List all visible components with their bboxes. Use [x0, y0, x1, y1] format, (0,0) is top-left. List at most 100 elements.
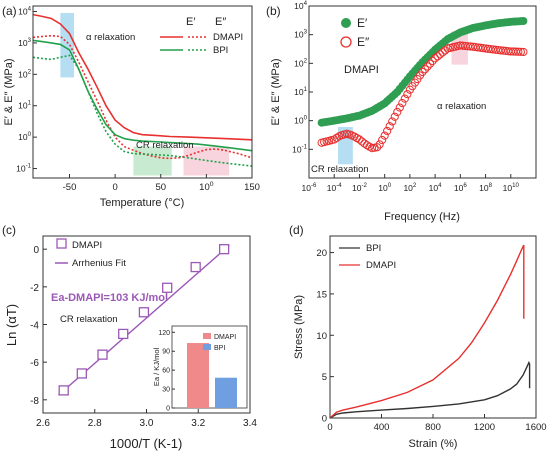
- point-loss: [400, 94, 409, 103]
- series-bpi: [330, 360, 531, 418]
- point-loss: [473, 43, 483, 52]
- panel-c-series: [58, 244, 230, 396]
- data-point-dmapi: [138, 307, 150, 318]
- data-point-dmapi: [58, 385, 69, 396]
- inset-legend-bpi: BPI: [214, 345, 225, 352]
- point-loss: [433, 52, 442, 61]
- inset-bar-bpi: [215, 377, 237, 408]
- panel-c-label: (c): [2, 223, 16, 237]
- point-loss: [373, 143, 382, 152]
- point-loss: [423, 62, 432, 71]
- x-tick-label: 800: [425, 422, 441, 433]
- panel-d-xlabel: Strain (%): [409, 438, 458, 450]
- panel-b-cr-annotation: CR relaxation: [311, 164, 369, 175]
- arrhenius-fit-line: [58, 244, 230, 396]
- panel-c-ylabel: Ln (αT): [4, 304, 19, 346]
- point-loss: [431, 54, 440, 63]
- y-tick-label: -4: [30, 321, 39, 332]
- point-loss: [385, 122, 394, 131]
- y-tick-label: 103: [18, 37, 31, 48]
- x-tick-label: 100: [378, 182, 391, 193]
- inset-y-tick-label: 90: [162, 349, 170, 356]
- legend-a-dmapi: DMAPI: [213, 32, 243, 43]
- shaded-region-1: [133, 146, 172, 176]
- inset-ylabel: Ea / KJ/mol: [152, 348, 161, 387]
- x-tick-label: -50: [63, 182, 77, 193]
- panel-a-cr-annotation: CR relaxation: [136, 140, 194, 151]
- point-loss: [428, 56, 437, 66]
- inset-legend-dmapi-swatch: [203, 333, 211, 339]
- x-tick-label: 2.8: [88, 418, 102, 429]
- shaded-region-0: [60, 12, 75, 78]
- panel-a-xlabel: Temperature (°C): [100, 197, 184, 209]
- x-tick-label: 108: [479, 182, 492, 193]
- panel-c-cr-annotation: CR relaxation: [60, 314, 118, 325]
- point-loss: [378, 135, 387, 145]
- panel-d-ticks: 0 400 800 1200 1600 0 5 10 15 20: [316, 248, 546, 433]
- x-tick-label: 2.6: [36, 418, 50, 429]
- legend-a-header-storage: E′: [186, 16, 195, 28]
- y-tick-label: 100: [18, 131, 31, 142]
- panel-d: 0 400 800 1200 1600 0 5 10 15 20 Strain (%) Stres…: [293, 235, 547, 450]
- point-loss: [380, 131, 389, 140]
- legend-b-loss-marker: [340, 36, 352, 48]
- y-tick-label: 20: [316, 248, 327, 259]
- point-loss: [420, 65, 430, 74]
- panel-b-ticks: 10-6 10-4 10-2 100 102 104 106 108 1010 10-1 100 10…: [292, 0, 519, 193]
- point-loss: [395, 103, 404, 112]
- panel-a-frame: [32, 5, 253, 179]
- panel-a-alpha-annotation: α relaxation: [86, 32, 135, 43]
- panel-a-series: [33, 13, 252, 167]
- point-loss: [441, 46, 450, 55]
- panel-a-label: (a): [2, 4, 17, 18]
- legend-b-storage: E′: [357, 16, 368, 30]
- inset-bar-dmapi: [187, 343, 209, 408]
- inset-y-tick-label: 120: [158, 330, 170, 337]
- legend-d-bpi: BPI: [366, 243, 381, 254]
- point-loss: [398, 99, 407, 108]
- panel-b-ylabel: E′ & E″ (MPa): [270, 58, 282, 125]
- panel-c-inset: 0 30 60 90 120 Ea / KJ/mol DMAPI BPI: [152, 325, 248, 413]
- panel-b-legend: E′ E″: [340, 16, 370, 49]
- point-loss: [388, 117, 397, 126]
- x-tick-label: 50: [155, 182, 166, 193]
- point-loss: [468, 42, 478, 51]
- x-tick-label: 400: [374, 422, 390, 433]
- panel-d-legend: BPI DMAPI: [339, 243, 396, 271]
- series-bpi-storage: [33, 39, 252, 152]
- point-loss: [519, 47, 528, 57]
- legend-c-dmapi-marker: [56, 238, 67, 249]
- y-tick-label: 103: [294, 29, 307, 40]
- y-tick-label: 102: [18, 68, 31, 79]
- y-tick-label: 104: [294, 0, 307, 11]
- data-point-dmapi: [162, 282, 173, 293]
- inset-legend-dmapi: DMAPI: [214, 334, 236, 341]
- panel-b-series: [317, 16, 528, 153]
- panel-c: 2.6 2.8 3.0 3.2 3.4 -8 -6 -4 -2 0 1000/T (K-1) Ln…: [4, 235, 257, 451]
- x-tick-label: 100: [199, 181, 214, 193]
- y-tick-label: -2: [30, 283, 39, 294]
- panel-a-ylabel: E′ & E″ (MPa): [3, 58, 15, 125]
- x-tick-label: 1200: [474, 422, 495, 433]
- shaded-region-2: [183, 146, 230, 176]
- y-tick-label: 10-1: [16, 163, 32, 174]
- x-tick-label: 102: [403, 182, 416, 193]
- series-dmapi-storage: [33, 13, 252, 141]
- y-tick-label: 15: [316, 289, 327, 300]
- legend-b-storage-marker: [341, 18, 351, 28]
- point-storage: [519, 16, 528, 25]
- legend-a-header-loss: E″: [215, 16, 226, 28]
- legend-d-dmapi: DMAPI: [366, 260, 396, 271]
- panel-a: -50 0 50 100 150 10-1 100 101 102 103 104 Temperat…: [3, 5, 260, 209]
- point-loss: [375, 140, 384, 149]
- y-tick-label: 5: [322, 372, 327, 383]
- inset-y-tick-label: 0: [166, 406, 170, 413]
- point-loss: [471, 42, 480, 52]
- inset-y-tick-label: 60: [162, 368, 170, 375]
- legend-b-loss: E″: [357, 35, 370, 49]
- point-loss: [418, 67, 427, 77]
- x-tick-label: 10-6: [302, 182, 318, 193]
- panel-b-sample-annotation: DMAPI: [344, 64, 379, 76]
- panel-c-xlabel: 1000/T (K-1): [110, 436, 183, 451]
- x-tick-label: 3.4: [243, 418, 257, 429]
